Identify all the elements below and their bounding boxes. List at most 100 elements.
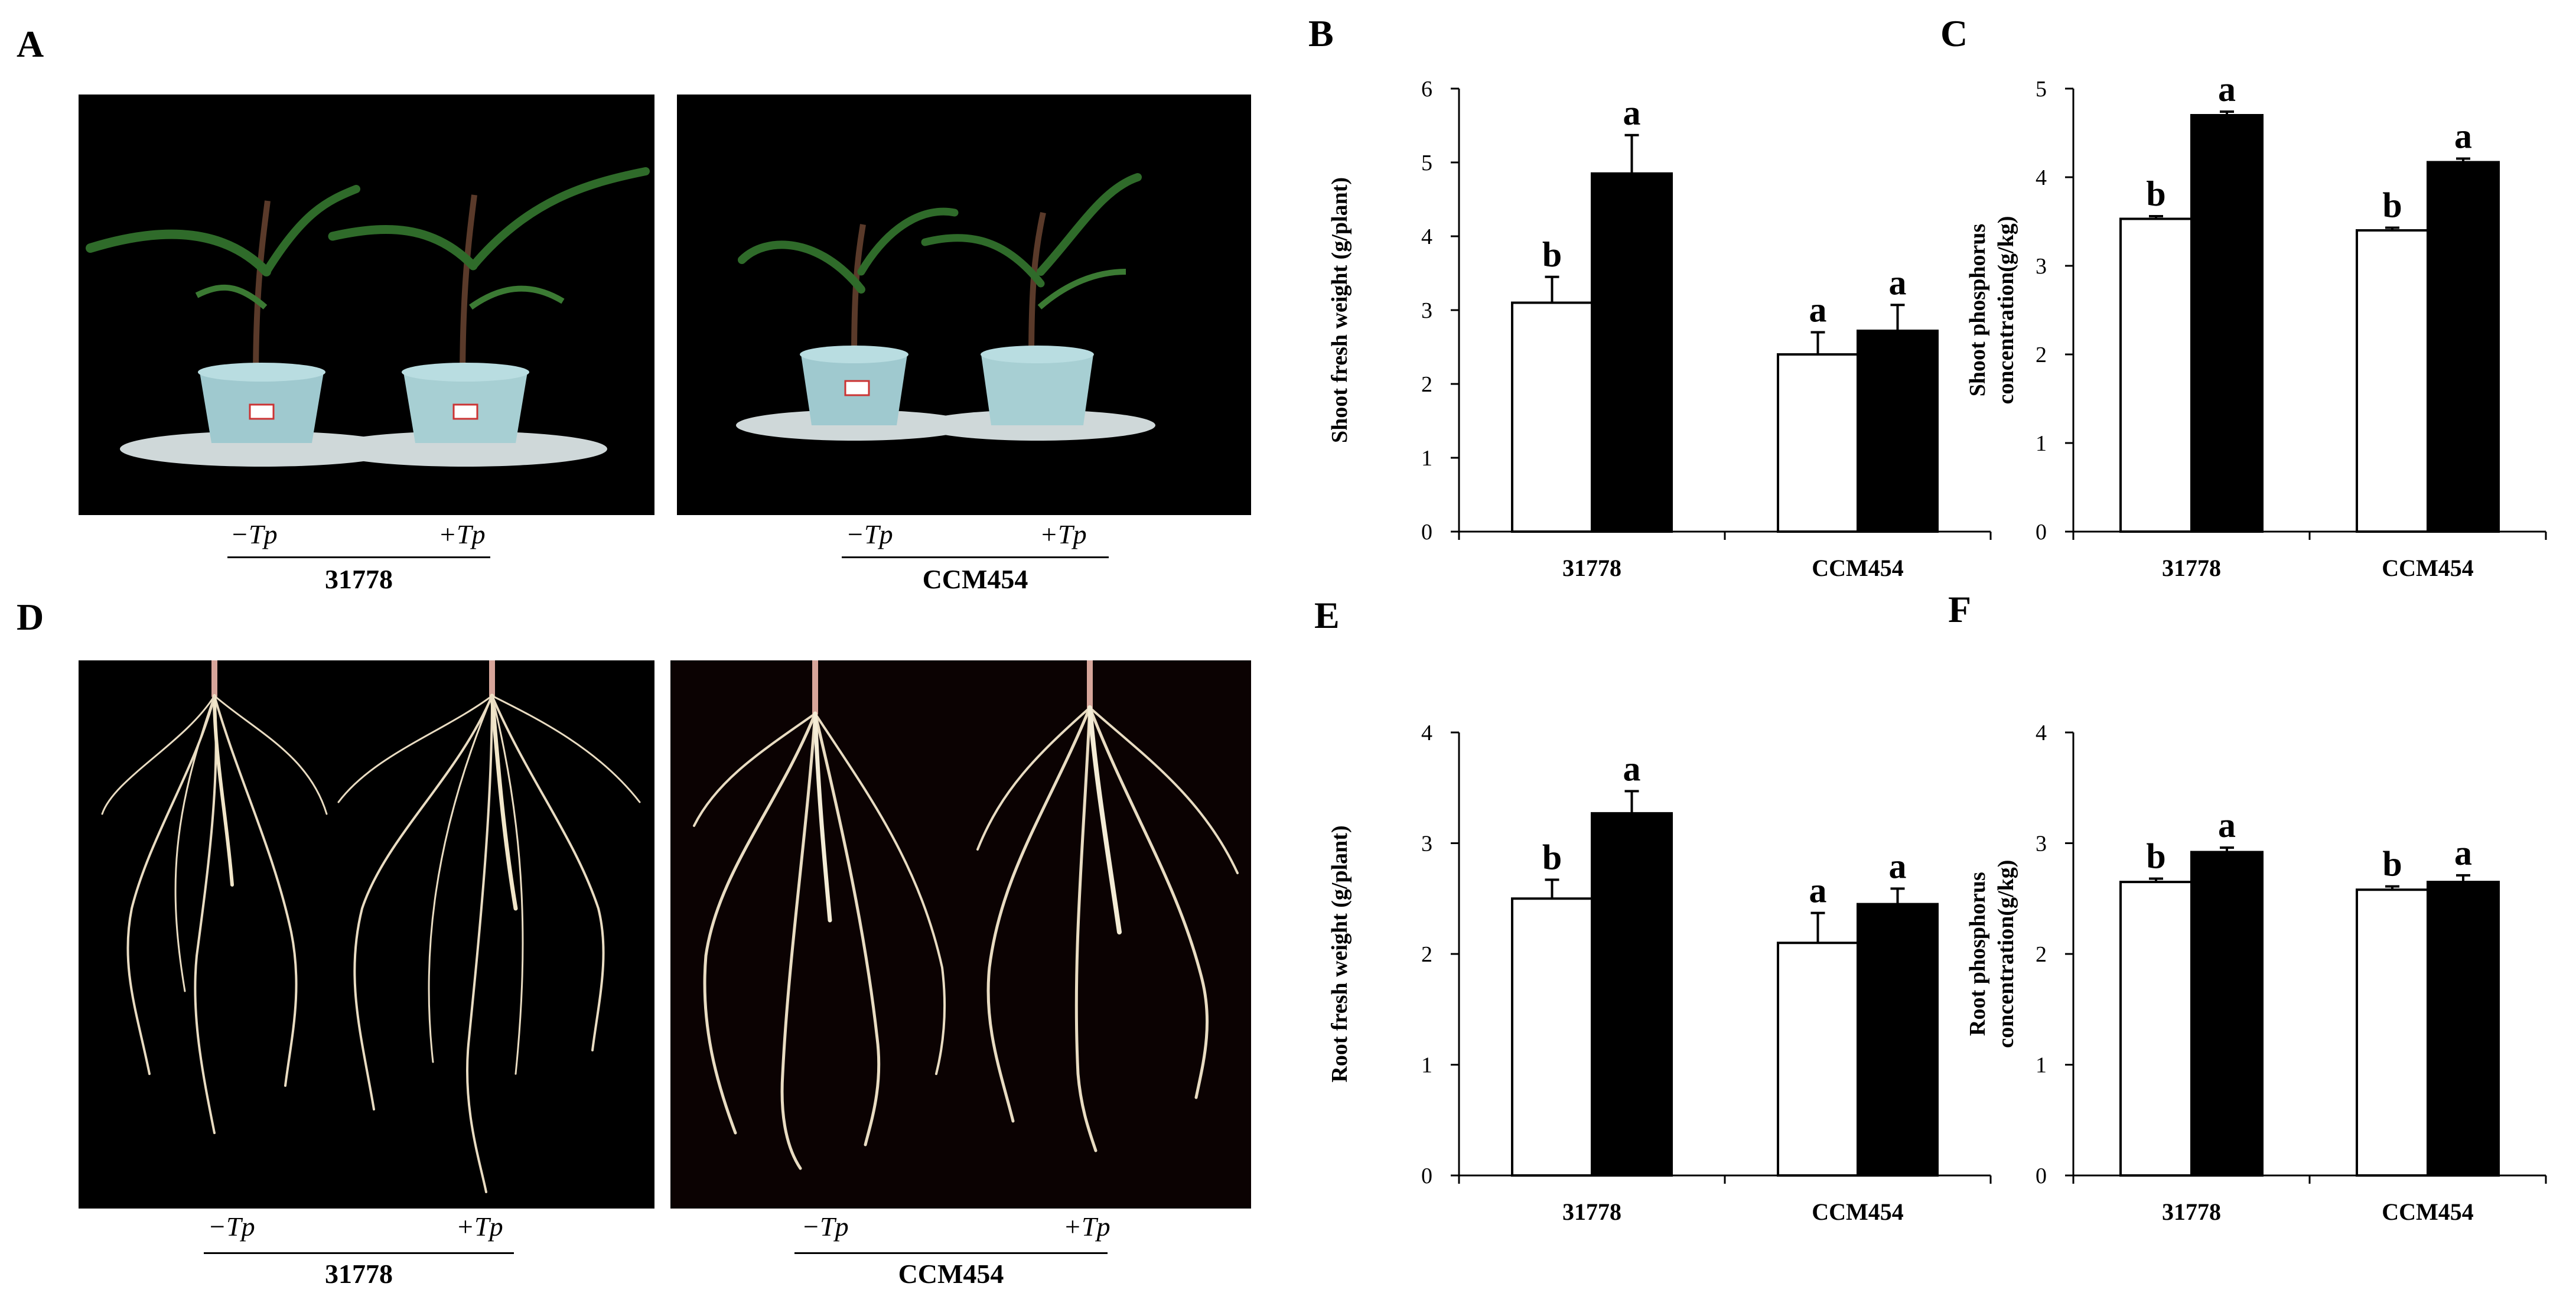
chart-f-category-label: CCM454 [2382, 1198, 2474, 1225]
chart-b-y-tick-label: 0 [1421, 520, 1432, 545]
chart-e-y-tick-label: 2 [1421, 942, 1432, 967]
panel-letter-f: F [1948, 588, 1972, 630]
a-31778-underline [227, 556, 490, 558]
panel-letter-c: C [1940, 12, 1968, 54]
chart-c-bar [2356, 229, 2429, 533]
a-31778-genotype-label: 31778 [325, 564, 393, 594]
chart-c-bar [2119, 217, 2193, 533]
chart-b-significance-letter: a [1623, 93, 1641, 132]
chart-c-significance-letter: a [2454, 117, 2472, 156]
a-ccm454-underline [842, 556, 1109, 558]
d-ccm454-underline [794, 1252, 1108, 1254]
chart-c-significance-letter: b [2382, 186, 2402, 225]
chart-f-y-tick-label: 0 [2036, 1164, 2047, 1188]
chart-c-bar [2190, 114, 2264, 533]
chart-b-bar [1777, 353, 1859, 533]
chart-c-y-axis-label: concentration(g/kg) [1994, 216, 2018, 405]
a-ccm454-genotype-label: CCM454 [922, 564, 1028, 594]
chart-f-significance-letter: b [2146, 837, 2165, 876]
chart-c-svg: 0 1 2 3 4 5 Shoot phosphorus concentration(g/kg… [1965, 70, 2547, 581]
chart-e-svg: 0 1 2 3 4 Root fresh weight (g/plant) b a 31778 a… [1327, 721, 1992, 1225]
a-ccm454-minus-tp-label: −Tp [846, 519, 893, 549]
d-31778-underline [204, 1252, 514, 1254]
d-ccm454-plus-tp-label: +Tp [1063, 1211, 1110, 1242]
d-ccm454-minus-tp-label: −Tp [802, 1211, 849, 1242]
root-system-plus-tp [337, 660, 641, 1193]
chart-b-y-tick-label: 3 [1421, 298, 1432, 323]
chart-b-bar [1591, 172, 1673, 533]
chart-c-y-tick-label: 5 [2036, 77, 2047, 102]
chart-b-y-tick-label: 4 [1421, 224, 1432, 249]
root-photo-ccm454-drawing [670, 660, 1251, 1209]
chart-b-category-label: 31778 [1562, 555, 1621, 581]
d-31778-genotype-label: 31778 [325, 1259, 393, 1289]
chart-f-y-tick-label: 4 [2036, 721, 2047, 745]
root-system-minus-tp [693, 660, 946, 1170]
pot-plant-minus-tp [86, 185, 403, 467]
a-ccm454-plus-tp-label: +Tp [1040, 519, 1087, 549]
chart-b-significance-letter: a [1889, 263, 1907, 302]
panel-letter-d: D [17, 596, 44, 638]
chart-e-bar [1511, 897, 1593, 1177]
root-system-plus-tp [976, 660, 1239, 1152]
chart-e-y-tick-label: 0 [1421, 1164, 1432, 1188]
chart-c: 0 1 2 3 4 5 Shoot phosphorus concentration(g/kg… [1949, 59, 2570, 591]
chart-f-y-axis-label: concentration(g/kg) [1994, 860, 2018, 1048]
chart-c-category-label: CCM454 [2382, 555, 2474, 581]
panel-letter-e: E [1314, 594, 1340, 636]
pot-plant-plus-tp [324, 167, 650, 467]
chart-f-category-label: 31778 [2162, 1198, 2221, 1225]
d-31778-minus-tp-label: −Tp [208, 1211, 255, 1242]
chart-f-bar [2190, 851, 2264, 1177]
chart-c-y-tick-label: 4 [2036, 165, 2047, 190]
chart-e: 0 1 2 3 4 Root fresh weight (g/plant) b a 31778 a… [1300, 697, 2008, 1288]
chart-b-category-label: CCM454 [1812, 555, 1904, 581]
chart-f-bar [2427, 881, 2500, 1177]
chart-e-y-tick-label: 4 [1421, 721, 1432, 745]
shoot-photo-ccm454-drawing [677, 95, 1251, 515]
shoot-photo-31778-drawing [79, 95, 654, 515]
chart-e-bar [1591, 812, 1673, 1177]
chart-f-y-axis-label: Root phosphorus [1965, 872, 1990, 1036]
chart-b-bar [1511, 301, 1593, 533]
chart-b-y-tick-label: 6 [1421, 77, 1432, 102]
chart-e-significance-letter: a [1623, 749, 1641, 788]
chart-b-significance-letter: b [1542, 235, 1562, 274]
root-photo-31778 [79, 660, 654, 1209]
chart-c-significance-letter: a [2218, 70, 2236, 109]
root-system-minus-tp [101, 660, 328, 1134]
pot-plant-plus-tp [919, 173, 1155, 441]
pot-plant-minus-tp [736, 207, 972, 441]
chart-c-y-tick-label: 2 [2036, 343, 2047, 367]
chart-c-y-tick-label: 0 [2036, 520, 2047, 545]
chart-e-category-label: 31778 [1562, 1198, 1621, 1225]
chart-f-y-tick-label: 3 [2036, 832, 2047, 856]
chart-f-significance-letter: b [2382, 845, 2402, 884]
chart-b: 0 1 2 3 4 5 6 Shoot fresh weight (g/plant) b a 317… [1300, 59, 2008, 591]
chart-c-y-axis-label: Shoot phosphorus [1965, 224, 1990, 397]
chart-c-category-label: 31778 [2162, 555, 2221, 581]
chart-f-svg: 0 1 2 3 4 Root phosphorus concentration(g/kg) b… [1965, 721, 2547, 1225]
panel-letter-b: B [1308, 12, 1334, 54]
d-31778-plus-tp-label: +Tp [456, 1211, 503, 1242]
chart-e-bar [1857, 903, 1939, 1177]
chart-e-category-label: CCM454 [1812, 1198, 1904, 1225]
a-31778-minus-tp-label: −Tp [230, 519, 278, 549]
shoot-photo-31778 [79, 95, 654, 515]
chart-e-significance-letter: a [1889, 846, 1907, 885]
a-31778-plus-tp-label: +Tp [438, 519, 486, 549]
chart-e-y-tick-label: 1 [1421, 1053, 1432, 1078]
root-photo-ccm454 [670, 660, 1251, 1209]
chart-e-y-axis-label: Root fresh weight (g/plant) [1327, 825, 1352, 1082]
panel-letter-a: A [17, 23, 44, 65]
chart-c-significance-letter: b [2146, 174, 2165, 213]
chart-e-bar [1777, 942, 1859, 1177]
chart-b-y-tick-label: 2 [1421, 372, 1432, 397]
chart-f-significance-letter: a [2218, 806, 2236, 845]
chart-f-significance-letter: a [2454, 833, 2472, 872]
chart-f-bar [2119, 881, 2193, 1177]
chart-e-y-tick-label: 3 [1421, 832, 1432, 856]
chart-b-y-tick-label: 1 [1421, 446, 1432, 471]
chart-b-bar [1857, 330, 1939, 533]
chart-c-y-tick-label: 3 [2036, 254, 2047, 279]
